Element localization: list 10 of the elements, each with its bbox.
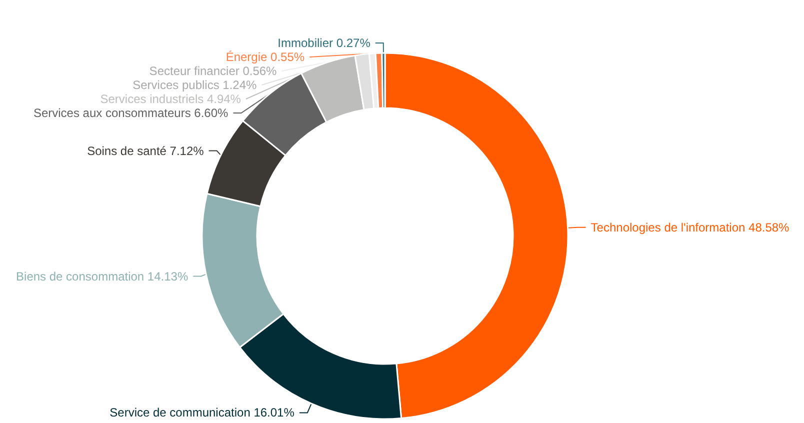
slice-label: Biens de consommation 14.13%	[16, 269, 188, 284]
slice-label: Technologies de l'information 48.58%	[590, 220, 790, 234]
slice-label: Immobilier 0.27%	[278, 36, 371, 50]
slice-label: Services publics 1.24%	[132, 78, 258, 92]
slice-label: Service de communication 16.01%	[110, 406, 295, 420]
slice-label: Services aux consommateurs 6.60%	[33, 106, 229, 120]
slice-label: Énergie 0.55%	[226, 50, 305, 64]
slice-label: Services industriels 4.94%	[100, 92, 242, 106]
slice-label: Soins de santé 7.12%	[87, 144, 204, 158]
slice-label: Secteur financier 0.56%	[149, 64, 278, 78]
